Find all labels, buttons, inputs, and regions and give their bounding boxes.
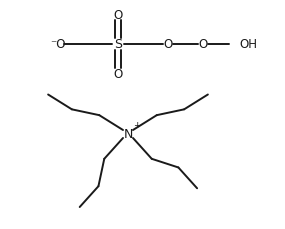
Text: S: S bbox=[114, 38, 122, 51]
Text: ⁻O: ⁻O bbox=[50, 38, 66, 51]
Text: O: O bbox=[198, 38, 208, 51]
Text: N: N bbox=[123, 128, 133, 141]
Text: O: O bbox=[113, 8, 123, 21]
Text: OH: OH bbox=[239, 38, 257, 51]
Text: O: O bbox=[113, 68, 123, 81]
Text: +: + bbox=[133, 120, 141, 129]
Text: O: O bbox=[163, 38, 173, 51]
